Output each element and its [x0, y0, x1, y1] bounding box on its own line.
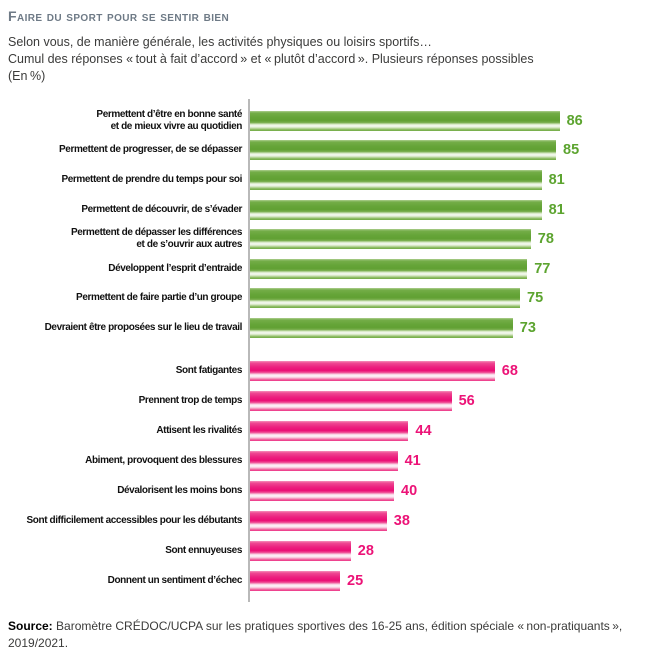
page-title: Faire du sport pour se sentir bien: [8, 8, 230, 24]
bar-row: Développent l’esprit d’entraide 77: [8, 254, 650, 284]
bar-label: Dévalorisent les moins bons: [117, 484, 242, 496]
bar-group-negative-statements: Sont fatigantes 68 Prennent trop de temps 5…: [8, 356, 650, 596]
bar-negative-statements: [250, 420, 409, 441]
axis-baseline: [248, 99, 250, 602]
bar-label: Sont ennuyeuses: [165, 544, 242, 556]
chart-subtitle-cumul: Cumul des réponses « tout à fait d’accor…: [8, 52, 534, 66]
bar-negative-statements: [250, 450, 398, 471]
bar-value: 41: [404, 452, 421, 469]
bar-row: Donnent un sentiment d’échec 25: [8, 566, 650, 596]
bar-label: Donnent un sentiment d’échec: [107, 574, 243, 586]
bar-track: 77: [250, 258, 650, 279]
bar-track: 44: [250, 420, 650, 441]
source-label: Source:: [8, 618, 53, 633]
bar-value: 85: [563, 142, 580, 159]
bar-track: 85: [250, 140, 650, 161]
bar-label: Permettent de faire partie d’un groupe: [76, 292, 242, 304]
bar-value: 25: [347, 572, 364, 589]
bar-negative-statements: [250, 540, 351, 561]
source-note: Source: Baromètre CRÉDOC/UCPA sur les pr…: [8, 618, 650, 653]
bar-row: Abiment, provoquent des blessures 41: [8, 446, 650, 476]
bar-value: 38: [393, 512, 410, 529]
bar-negative-statements: [250, 390, 452, 411]
bar-label: Permettent de prendre du temps pour soi: [61, 174, 242, 186]
bar-value: 77: [534, 260, 551, 277]
bar-row: Devraient être proposées sur le lieu de …: [8, 313, 650, 343]
bar-value: 86: [566, 112, 583, 129]
bar-positive-statements: [250, 140, 556, 161]
bar-track: 81: [250, 169, 650, 190]
chart-subtitle-question: Selon vous, de manière générale, les act…: [8, 35, 432, 49]
bar-track: 40: [250, 480, 650, 501]
bar-value: 78: [537, 231, 554, 248]
bar-value: 68: [501, 362, 518, 379]
bar-label: Prennent trop de temps: [138, 394, 243, 406]
horizontal-bar-chart: Permettent d’être en bonne santé et de m…: [8, 99, 650, 602]
bar-label: Permettent de découvrir, de s’évader: [81, 203, 242, 215]
bar-track: 86: [250, 110, 650, 131]
bar-positive-statements: [250, 229, 531, 250]
bar-row: Permettent de faire partie d’un groupe 75: [8, 284, 650, 314]
bar-label: Attisent les rivalités: [156, 424, 242, 436]
bar-track: 41: [250, 450, 650, 471]
bar-value: 56: [458, 392, 475, 409]
bar-row: Permettent de dépasser les différences e…: [8, 224, 650, 254]
bar-row: Permettent de prendre du temps pour soi 8…: [8, 165, 650, 195]
bar-row: Dévalorisent les moins bons 40: [8, 476, 650, 506]
bar-track: 78: [250, 229, 650, 250]
bar-label: Sont fatigantes: [175, 364, 243, 376]
bar-positive-statements: [250, 288, 520, 309]
bar-row: Sont ennuyeuses 28: [8, 536, 650, 566]
bar-negative-statements: [250, 480, 394, 501]
bar-track: 25: [250, 570, 650, 591]
bar-row: Permettent de progresser, de se dépasser…: [8, 136, 650, 166]
bar-track: 68: [250, 360, 650, 381]
bar-label: Sont difficilement accessibles pour les …: [26, 514, 243, 526]
bar-track: 73: [250, 317, 650, 338]
bar-row: Prennent trop de temps 56: [8, 386, 650, 416]
bar-positive-statements: [250, 258, 528, 279]
bar-row: Attisent les rivalités 44: [8, 416, 650, 446]
bar-track: 56: [250, 390, 650, 411]
bar-value: 75: [527, 290, 544, 307]
bar-groups: Permettent d’être en bonne santé et de m…: [8, 106, 650, 596]
bar-track: 75: [250, 288, 650, 309]
source-text: Baromètre CRÉDOC/UCPA sur les pratiques …: [8, 618, 623, 651]
bar-row: Sont difficilement accessibles pour les …: [8, 506, 650, 536]
bar-label: Permettent de progresser, de se dépasser: [59, 144, 242, 156]
bar-value: 40: [401, 482, 418, 499]
bar-label: Permettent de dépasser les différences e…: [71, 227, 242, 251]
bar-row: Sont fatigantes 68: [8, 356, 650, 386]
bar-track: 28: [250, 540, 650, 561]
bar-positive-statements: [250, 199, 542, 220]
bar-value: 73: [519, 319, 536, 336]
bar-negative-statements: [250, 510, 387, 531]
bar-positive-statements: [250, 110, 560, 131]
bar-track: 81: [250, 199, 650, 220]
bar-track: 38: [250, 510, 650, 531]
bar-value: 44: [415, 422, 432, 439]
bar-label: Devraient être proposées sur le lieu de …: [44, 322, 243, 334]
bar-positive-statements: [250, 317, 513, 338]
bar-label: Abiment, provoquent des blessures: [85, 454, 242, 466]
bar-label: Développent l’esprit d’entraide: [108, 262, 242, 274]
bar-value: 81: [548, 171, 565, 188]
bar-value: 81: [548, 201, 565, 218]
bar-row: Permettent d’être en bonne santé et de m…: [8, 106, 650, 136]
bar-value: 28: [357, 542, 374, 559]
bar-negative-statements: [250, 570, 340, 591]
bar-positive-statements: [250, 169, 542, 190]
bar-label: Permettent d’être en bonne santé et de m…: [96, 109, 242, 132]
bar-row: Permettent de découvrir, de s’évader 81: [8, 195, 650, 225]
chart-unit-note: (En %): [8, 69, 46, 83]
bar-group-positive-statements: Permettent d’être en bonne santé et de m…: [8, 106, 650, 343]
bar-negative-statements: [250, 360, 495, 381]
